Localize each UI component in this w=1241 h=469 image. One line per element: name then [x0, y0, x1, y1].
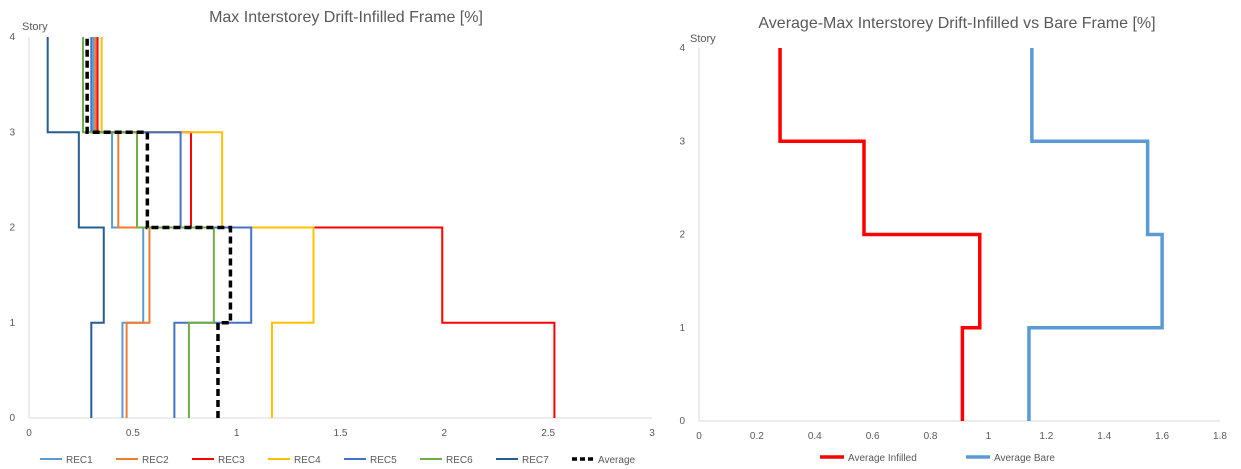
y-tick-label: 4	[9, 32, 15, 43]
x-tick-label: 0.6	[866, 431, 880, 442]
y-tick-label: 1	[679, 323, 685, 334]
legend-label: REC1	[66, 455, 93, 466]
y-tick-label: 2	[9, 223, 15, 234]
x-tick-label: 0.4	[808, 431, 822, 442]
chart1-title: Max Interstorey Drift-Infilled Frame [%]	[209, 9, 483, 26]
chart-infilled-frame: Max Interstorey Drift-Infilled Frame [%]…	[9, 9, 655, 466]
y-tick-label: 4	[679, 43, 685, 54]
legend-label: Average Infilled	[848, 453, 917, 464]
y-tick-label: 3	[9, 127, 15, 138]
x-tick-label: 0.8	[924, 431, 938, 442]
y-tick-label: 3	[679, 136, 685, 147]
chart2-axes: 0 0.2 0.4 0.6 0.8 1 1.2 1.4 1.6 1.8 0 1 2 3 4	[679, 43, 1227, 442]
chart1-legend: REC1 REC2 REC3 REC4 REC5 REC6 REC7 Average	[40, 455, 636, 466]
x-tick-label: 0.5	[126, 428, 140, 439]
series-line-average-bare	[1027, 48, 1164, 421]
x-tick-label: 1.5	[334, 428, 348, 439]
series-line-average	[85, 37, 233, 418]
series-line-rec7	[46, 37, 105, 418]
legend-label: REC5	[370, 455, 397, 466]
legend-label: Average Bare	[994, 453, 1055, 464]
x-tick-label: 2	[442, 428, 448, 439]
x-tick-label: 0	[696, 431, 702, 442]
legend-label: REC3	[218, 455, 245, 466]
legend-label: REC4	[294, 455, 321, 466]
x-tick-label: 0.2	[750, 431, 764, 442]
x-tick-label: 1.6	[1155, 431, 1169, 442]
x-tick-label: 2.5	[541, 428, 555, 439]
legend-label: REC7	[522, 455, 549, 466]
chart1-ylabel: Story	[22, 21, 48, 33]
x-tick-label: 0	[26, 428, 32, 439]
chart-infilled-vs-bare: Average-Max Interstorey Drift-Infilled v…	[679, 15, 1227, 464]
chart2-title: Average-Max Interstorey Drift-Infilled v…	[758, 15, 1155, 32]
x-tick-label: 1	[234, 428, 240, 439]
legend-label: REC2	[142, 455, 169, 466]
y-tick-label: 0	[679, 416, 685, 427]
x-tick-label: 3	[649, 428, 655, 439]
chart1-axes: 0 0.5 1 1.5 2 2.5 3 0 1 2 3 4	[9, 32, 655, 439]
y-tick-label: 1	[9, 318, 15, 329]
chart2-legend: Average Infilled Average Bare	[820, 453, 1055, 464]
x-tick-label: 1	[986, 431, 992, 442]
y-tick-label: 2	[679, 230, 685, 241]
chart2-ylabel: Story	[690, 33, 716, 45]
x-tick-label: 1.2	[1039, 431, 1053, 442]
x-tick-label: 1.4	[1097, 431, 1111, 442]
x-tick-label: 1.8	[1213, 431, 1227, 442]
chart1-series	[46, 37, 556, 418]
chart2-series	[778, 48, 1164, 421]
legend-label: Average	[598, 455, 636, 466]
legend-label: REC6	[446, 455, 473, 466]
series-line-average-infilled	[778, 48, 982, 421]
y-tick-label: 0	[9, 413, 15, 424]
